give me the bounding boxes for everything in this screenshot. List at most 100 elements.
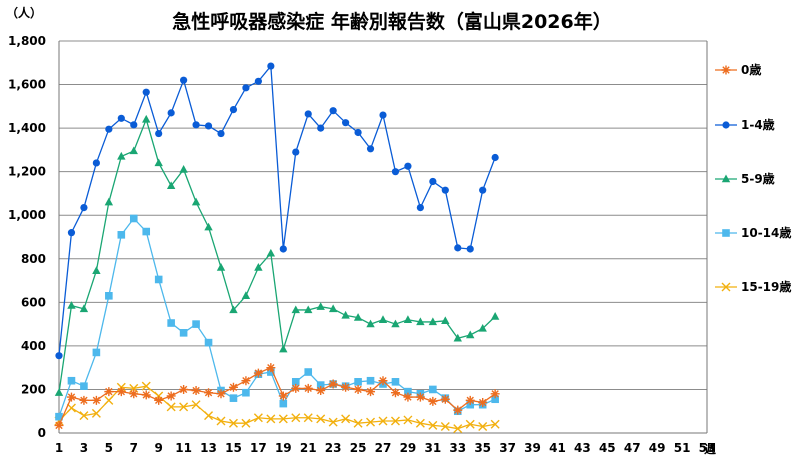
series-5: [54, 381, 500, 434]
data-point: [279, 344, 288, 353]
data-point: [180, 76, 188, 84]
data-point: [229, 305, 238, 314]
data-point: [92, 348, 101, 357]
x-tick-label: 9: [155, 441, 163, 455]
data-point: [391, 168, 400, 176]
data-point: [266, 248, 276, 257]
data-point: [191, 386, 201, 396]
data-point: [491, 153, 499, 162]
series-line: [58, 64, 496, 356]
x-tick-label: 25: [350, 441, 367, 455]
data-point: [116, 387, 126, 397]
data-point: [328, 304, 338, 313]
data-point: [54, 388, 64, 396]
x-tick-label: 27: [375, 441, 392, 455]
data-point: [55, 352, 63, 360]
data-point: [67, 229, 76, 237]
data-point: [192, 320, 200, 328]
data-point: [416, 204, 424, 212]
legend-item: 1-4歳: [715, 117, 775, 132]
data-point: [104, 395, 114, 405]
data-point: [142, 88, 150, 96]
data-point: [179, 164, 188, 173]
data-point: [204, 222, 213, 231]
data-point: [216, 389, 226, 399]
data-point: [105, 125, 113, 133]
data-point: [329, 107, 337, 115]
data-point: [241, 291, 251, 299]
data-point: [428, 420, 438, 430]
data-point: [191, 400, 201, 410]
data-point: [441, 316, 450, 325]
data-point: [316, 386, 326, 396]
data-point: [328, 417, 338, 427]
x-tick-label: 3: [80, 441, 88, 455]
data-point: [92, 266, 101, 274]
x-tick-label: 7: [130, 441, 138, 455]
data-point: [54, 420, 64, 430]
data-point: [379, 111, 387, 119]
data-point: [105, 292, 113, 300]
data-point: [67, 301, 76, 309]
legend-item: 15-19歳: [715, 279, 791, 294]
x-tick-label: 13: [200, 441, 217, 455]
data-point: [129, 146, 138, 155]
data-point: [55, 412, 63, 421]
data-point: [80, 204, 88, 212]
data-point: [390, 388, 400, 398]
data-point: [179, 384, 189, 394]
y-tick-label: 1,600: [8, 78, 46, 92]
data-point: [192, 121, 200, 129]
data-point: [67, 376, 76, 385]
data-point: [353, 418, 363, 428]
data-point: [378, 376, 388, 386]
data-point: [366, 417, 376, 427]
data-point: [79, 411, 89, 421]
data-point: [204, 388, 214, 398]
y-tick-label: 600: [21, 295, 46, 309]
data-point: [254, 77, 262, 85]
data-point: [415, 418, 425, 428]
legend-item: 0歳: [715, 62, 761, 77]
plot-area: [54, 62, 500, 434]
data-point: [66, 392, 76, 402]
x-tick-label: 15: [225, 441, 242, 455]
data-point: [416, 317, 425, 326]
data-point: [316, 414, 326, 424]
data-point: [167, 319, 175, 327]
data-point: [142, 227, 151, 236]
data-point: [216, 416, 226, 426]
data-point: [478, 421, 488, 431]
y-tick-label: 1,000: [8, 208, 46, 222]
data-point: [291, 413, 301, 423]
data-point: [129, 389, 139, 399]
data-point: [228, 382, 238, 392]
data-point: [291, 305, 300, 314]
data-point: [354, 128, 362, 137]
data-point: [428, 317, 438, 326]
data-point: [80, 382, 88, 390]
data-point: [204, 411, 214, 421]
data-point: [403, 415, 413, 425]
data-point: [403, 392, 413, 402]
data-point: [378, 416, 388, 426]
data-point: [354, 378, 362, 386]
series-line: [58, 366, 496, 426]
data-point: [191, 197, 201, 206]
data-point: [142, 114, 151, 123]
data-point: [79, 304, 89, 313]
data-point: [304, 110, 312, 118]
x-tick-label: 49: [649, 441, 666, 455]
data-point: [465, 419, 475, 429]
data-point: [316, 381, 325, 389]
legend: 0歳 1-4歳 5-9歳 10-14歳 15-19歳: [715, 62, 791, 294]
data-point: [429, 385, 437, 394]
data-point: [154, 275, 163, 284]
y-tick-labels: 0 200 400 600 800 1,000 1,200 1,400 1,600 1,800: [8, 34, 46, 440]
data-point: [415, 392, 425, 402]
data-point: [242, 84, 250, 92]
data-point: [229, 106, 238, 114]
x-tick-label: 21: [300, 441, 317, 455]
data-point: [479, 186, 487, 194]
data-point: [391, 319, 400, 328]
